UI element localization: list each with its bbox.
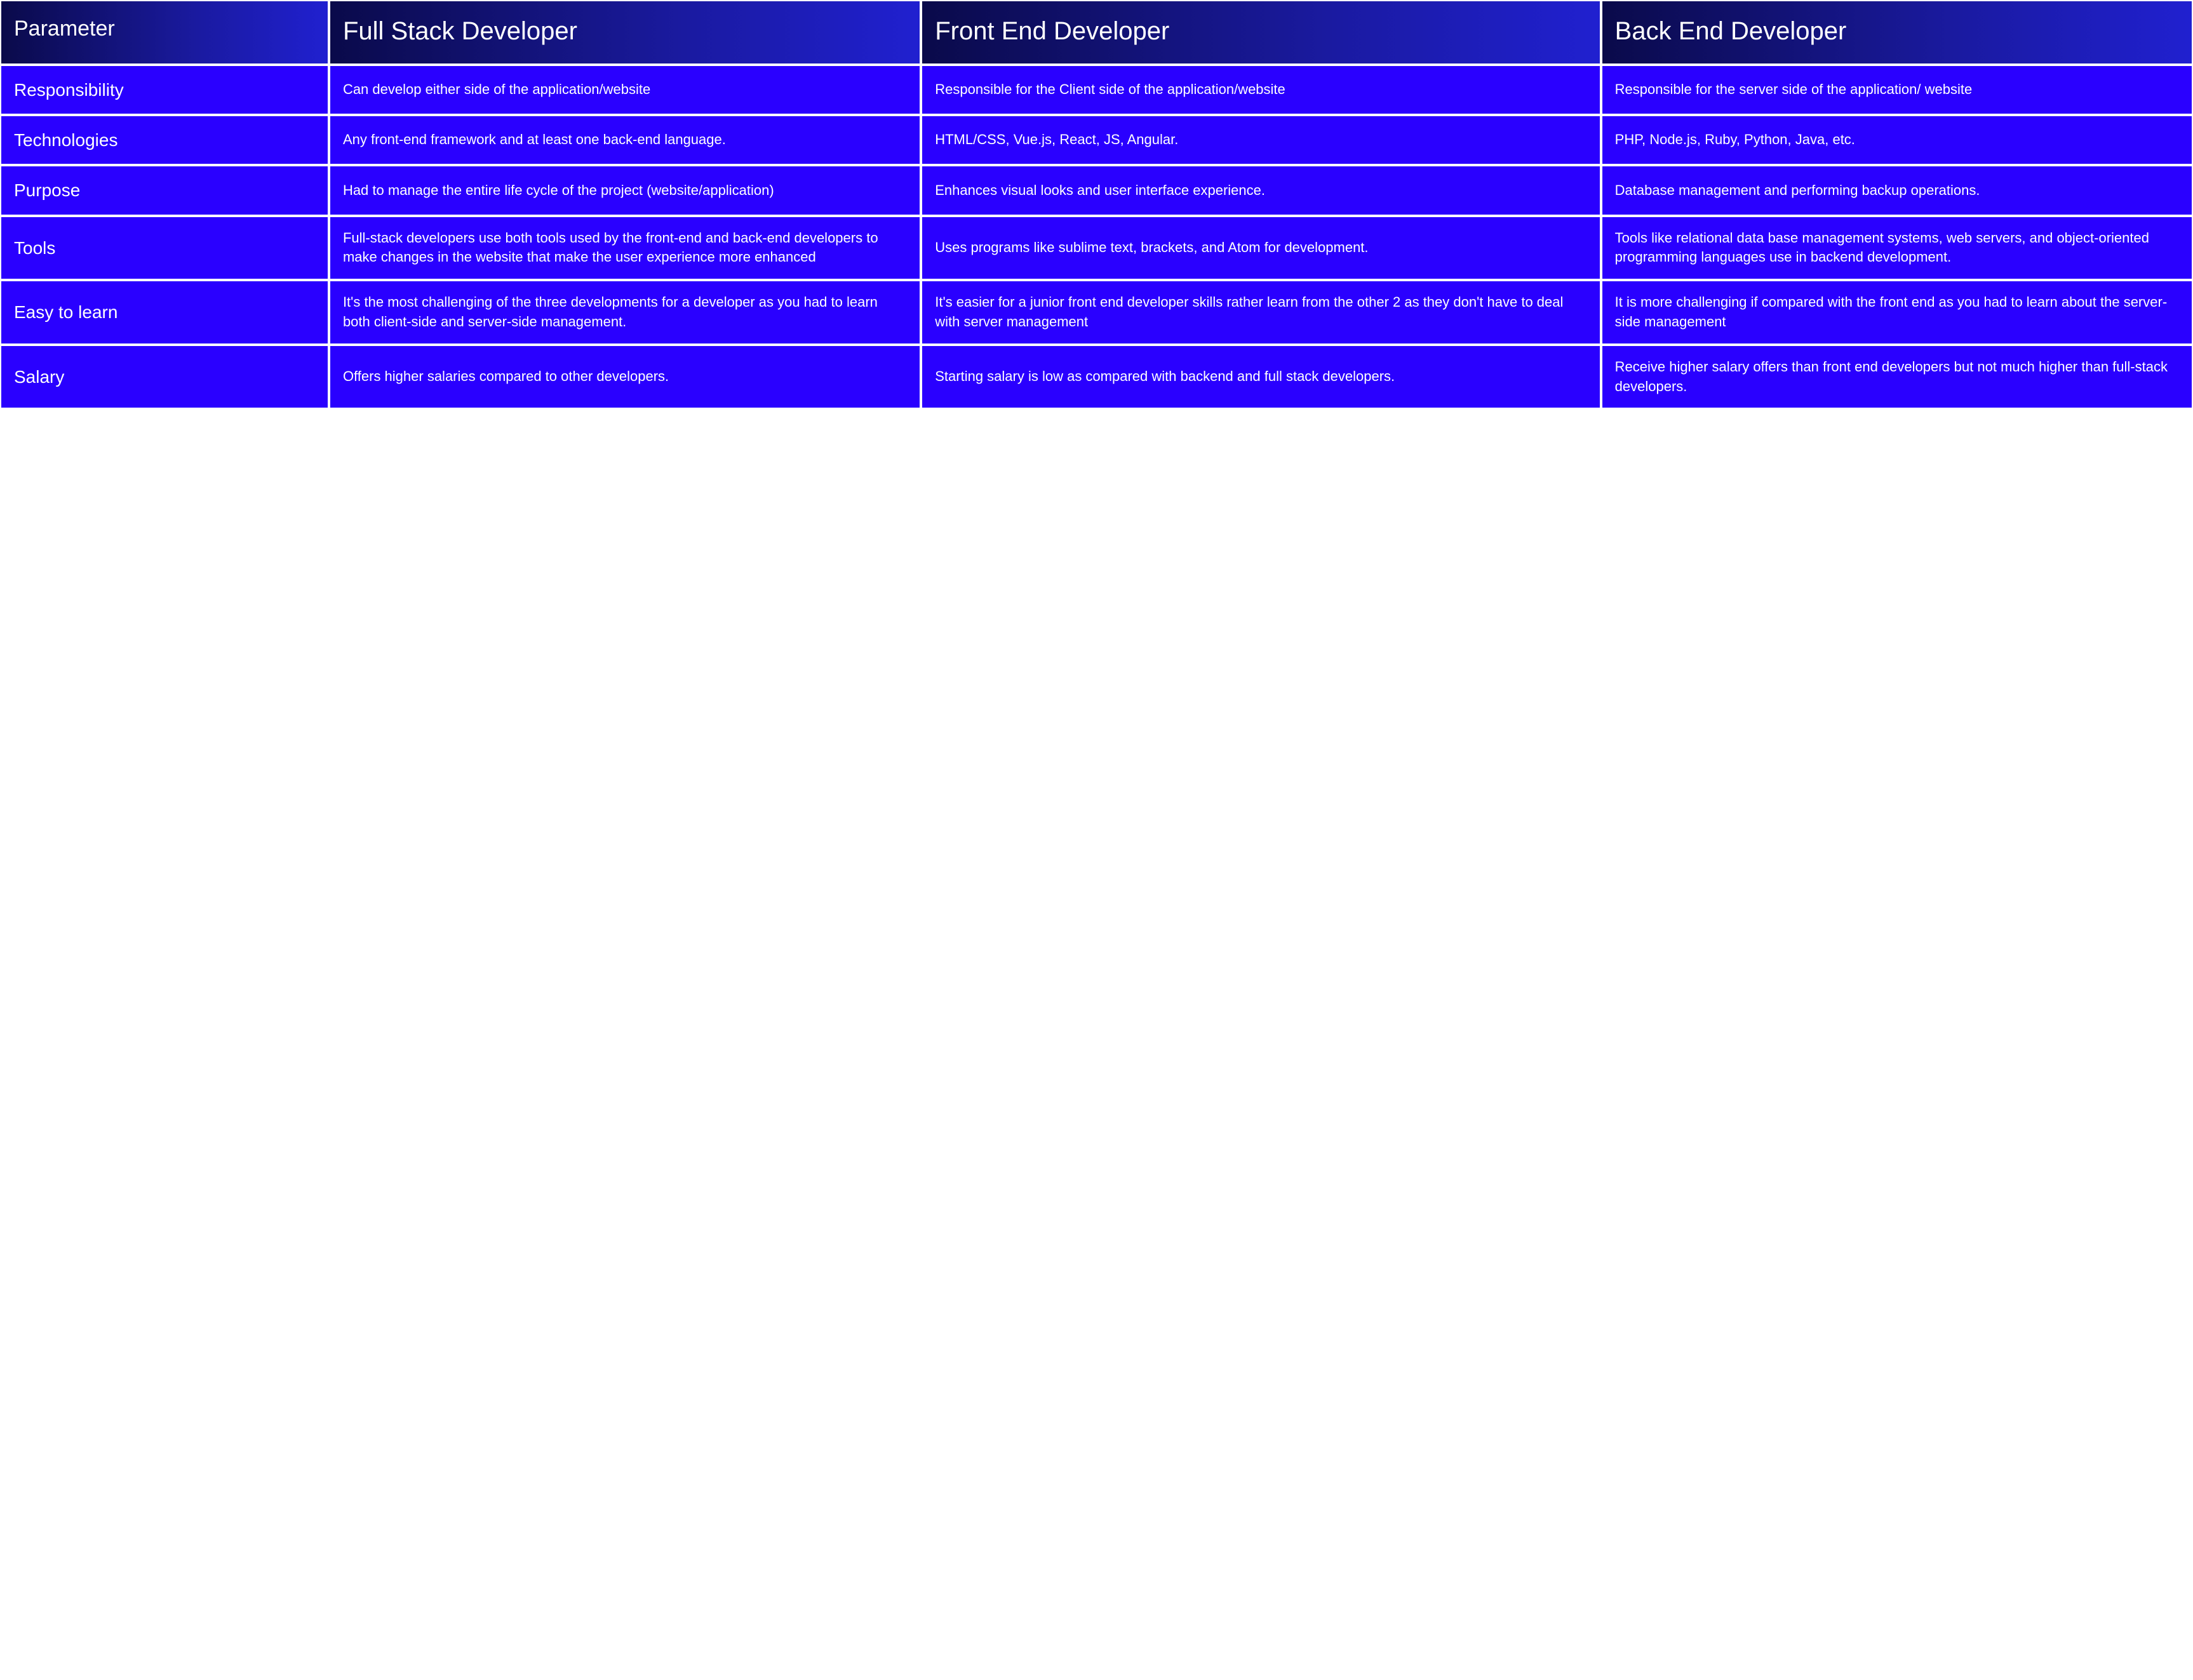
- cell-front-end: Responsible for the Client side of the a…: [921, 65, 1600, 115]
- cell-back-end: It is more challenging if compared with …: [1601, 280, 2193, 345]
- row-param: Purpose: [0, 165, 329, 215]
- row-param: Technologies: [0, 115, 329, 165]
- row-param: Tools: [0, 216, 329, 281]
- table-row: Purpose Had to manage the entire life cy…: [0, 165, 2193, 215]
- cell-full-stack: Any front-end framework and at least one…: [329, 115, 921, 165]
- cell-back-end: Tools like relational data base manageme…: [1601, 216, 2193, 281]
- header-parameter: Parameter: [0, 0, 329, 65]
- table-row: Technologies Any front-end framework and…: [0, 115, 2193, 165]
- cell-front-end: It's easier for a junior front end devel…: [921, 280, 1600, 345]
- cell-full-stack: It's the most challenging of the three d…: [329, 280, 921, 345]
- table-row: Easy to learn It's the most challenging …: [0, 280, 2193, 345]
- cell-front-end: Enhances visual looks and user interface…: [921, 165, 1600, 215]
- table-row: Tools Full-stack developers use both too…: [0, 216, 2193, 281]
- cell-full-stack: Full-stack developers use both tools use…: [329, 216, 921, 281]
- table-row: Salary Offers higher salaries compared t…: [0, 345, 2193, 410]
- header-front-end: Front End Developer: [921, 0, 1600, 65]
- cell-full-stack: Can develop either side of the applicati…: [329, 65, 921, 115]
- cell-front-end: HTML/CSS, Vue.js, React, JS, Angular.: [921, 115, 1600, 165]
- cell-full-stack: Offers higher salaries compared to other…: [329, 345, 921, 410]
- cell-back-end: Database management and performing backu…: [1601, 165, 2193, 215]
- header-full-stack: Full Stack Developer: [329, 0, 921, 65]
- table-row: Responsibility Can develop either side o…: [0, 65, 2193, 115]
- row-param: Easy to learn: [0, 280, 329, 345]
- row-param: Responsibility: [0, 65, 329, 115]
- cell-front-end: Uses programs like sublime text, bracket…: [921, 216, 1600, 281]
- cell-back-end: Responsible for the server side of the a…: [1601, 65, 2193, 115]
- cell-back-end: Receive higher salary offers than front …: [1601, 345, 2193, 410]
- cell-full-stack: Had to manage the entire life cycle of t…: [329, 165, 921, 215]
- header-back-end: Back End Developer: [1601, 0, 2193, 65]
- cell-front-end: Starting salary is low as compared with …: [921, 345, 1600, 410]
- cell-back-end: PHP, Node.js, Ruby, Python, Java, etc.: [1601, 115, 2193, 165]
- developer-comparison-table: Parameter Full Stack Developer Front End…: [0, 0, 2193, 409]
- row-param: Salary: [0, 345, 329, 410]
- table-header-row: Parameter Full Stack Developer Front End…: [0, 0, 2193, 65]
